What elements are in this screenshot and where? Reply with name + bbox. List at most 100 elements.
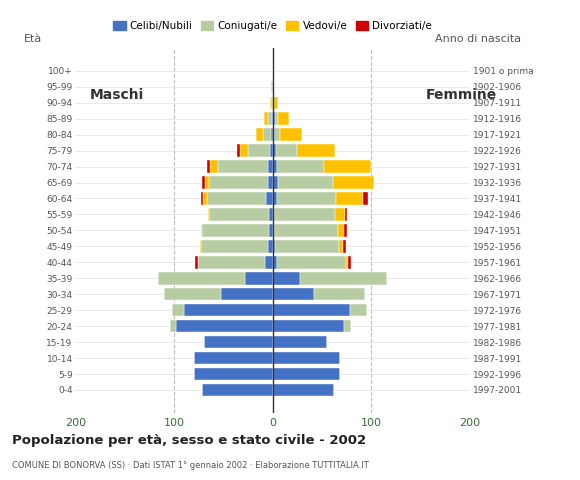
Bar (264, 112, 268, 125)
Bar (273, 81, 274, 93)
Bar (245, 272, 273, 285)
Bar (268, 176, 273, 189)
Bar (184, 304, 273, 316)
Bar (273, 368, 340, 380)
Bar (271, 129, 273, 141)
Bar (209, 176, 268, 189)
Bar (278, 112, 289, 125)
Bar (268, 160, 273, 173)
Bar (278, 176, 333, 189)
Bar (336, 192, 363, 204)
Bar (268, 112, 271, 125)
Text: Età: Età (24, 35, 42, 44)
Bar (339, 240, 343, 252)
Bar (281, 129, 302, 141)
Bar (273, 272, 300, 285)
Bar (277, 192, 336, 204)
Bar (273, 129, 274, 141)
Bar (237, 144, 240, 157)
Bar (273, 144, 275, 157)
Bar (202, 176, 205, 189)
Bar (240, 144, 248, 157)
Bar (200, 240, 201, 252)
Bar (271, 96, 273, 109)
Bar (206, 192, 266, 204)
Bar (170, 320, 176, 332)
Bar (273, 320, 343, 332)
Bar (195, 256, 198, 268)
Bar (201, 192, 202, 204)
Bar (208, 208, 209, 221)
Bar (264, 256, 273, 268)
Bar (297, 144, 335, 157)
Bar (202, 224, 269, 237)
Bar (204, 336, 273, 348)
Bar (218, 160, 268, 173)
Bar (324, 160, 371, 173)
Bar (273, 240, 274, 252)
Bar (343, 320, 351, 332)
Bar (273, 112, 274, 125)
Bar (335, 208, 345, 221)
Text: Popolazione per età, sesso e stato civile - 2002: Popolazione per età, sesso e stato civil… (12, 434, 366, 447)
Bar (273, 256, 277, 268)
Bar (269, 224, 273, 237)
Bar (271, 112, 273, 125)
Text: Maschi: Maschi (90, 88, 144, 102)
Bar (273, 336, 327, 348)
Bar (266, 192, 273, 204)
Bar (338, 224, 343, 237)
Bar (277, 160, 324, 173)
Bar (347, 256, 351, 268)
Legend: Celibi/Nubili, Coniugati/e, Vedovi/e, Divorziati/e: Celibi/Nubili, Coniugati/e, Vedovi/e, Di… (109, 17, 436, 35)
Bar (198, 256, 264, 268)
Bar (273, 96, 274, 109)
Bar (274, 224, 338, 237)
Bar (201, 240, 268, 252)
Bar (273, 224, 274, 237)
Bar (256, 129, 263, 141)
Bar (172, 304, 184, 316)
Bar (273, 352, 340, 364)
Bar (350, 304, 367, 316)
Bar (273, 208, 274, 221)
Bar (273, 288, 314, 300)
Bar (273, 304, 350, 316)
Text: Femmine: Femmine (426, 88, 496, 102)
Bar (268, 240, 273, 252)
Bar (194, 368, 273, 380)
Bar (276, 144, 298, 157)
Bar (271, 81, 273, 93)
Bar (248, 144, 270, 157)
Bar (363, 192, 368, 204)
Bar (274, 208, 335, 221)
Bar (270, 96, 271, 109)
Bar (314, 288, 365, 300)
Bar (343, 240, 346, 252)
Bar (273, 160, 277, 173)
Bar (205, 176, 209, 189)
Bar (333, 176, 374, 189)
Bar (274, 129, 281, 141)
Bar (343, 224, 347, 237)
Bar (202, 192, 206, 204)
Bar (346, 256, 347, 268)
Bar (164, 288, 222, 300)
Bar (269, 208, 273, 221)
Bar (273, 384, 333, 396)
Bar (206, 160, 211, 173)
Bar (345, 208, 347, 221)
Bar (158, 272, 245, 285)
Bar (211, 160, 219, 173)
Bar (274, 112, 278, 125)
Bar (273, 192, 277, 204)
Bar (270, 144, 273, 157)
Bar (202, 384, 273, 396)
Bar (300, 272, 387, 285)
Bar (194, 352, 273, 364)
Bar (201, 224, 202, 237)
Bar (274, 96, 278, 109)
Bar (277, 256, 346, 268)
Text: Anno di nascita: Anno di nascita (435, 35, 521, 44)
Bar (222, 288, 273, 300)
